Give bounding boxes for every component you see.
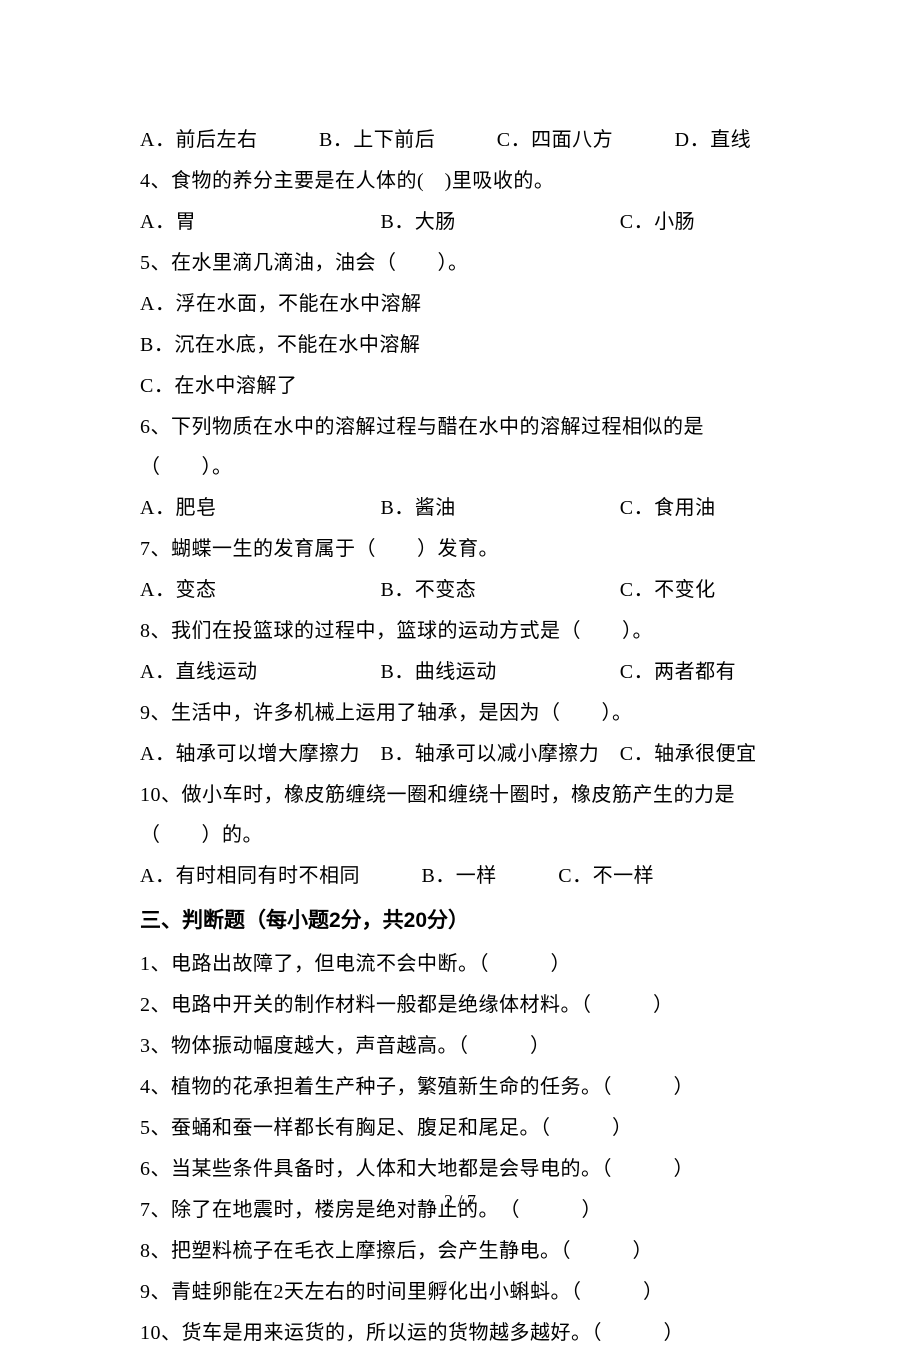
q10-text: 10、做小车时，橡皮筋缠绕一圈和缠绕十圈时，橡皮筋产生的力是（ ）的。 [140, 775, 780, 855]
q6-options: A．肥皂 B．酱油 C．食用油 [140, 488, 780, 528]
section3-header: 三、判断题（每小题2分，共20分） [140, 900, 780, 942]
q5-option-a: A．浮在水面，不能在水中溶解 [140, 284, 780, 324]
j4-text: 4、植物的花承担着生产种子，繁殖新生命的任务。（ ） [140, 1067, 780, 1107]
q7-text: 7、蝴蝶一生的发育属于（ ）发育。 [140, 529, 780, 569]
q3-options: A．前后左右 B．上下前后 C．四面八方 D．直线 [140, 120, 780, 160]
j6-text: 6、当某些条件具备时，人体和大地都是会导电的。（ ） [140, 1149, 780, 1189]
j8-text: 8、把塑料梳子在毛衣上摩擦后，会产生静电。（ ） [140, 1231, 780, 1271]
q4-text: 4、食物的养分主要是在人体的( )里吸收的。 [140, 161, 780, 201]
j1-text: 1、电路出故障了，但电流不会中断。（ ） [140, 944, 780, 984]
j5-text: 5、蚕蛹和蚕一样都长有胸足、腹足和尾足。（ ） [140, 1108, 780, 1148]
q5-option-c: C．在水中溶解了 [140, 366, 780, 406]
page-content: A．前后左右 B．上下前后 C．四面八方 D．直线 4、食物的养分主要是在人体的… [0, 0, 920, 1353]
q8-options: A．直线运动 B．曲线运动 C．两者都有 [140, 652, 780, 692]
q9-text: 9、生活中，许多机械上运用了轴承，是因为（ ）。 [140, 693, 780, 733]
j9-text: 9、青蛙卵能在2天左右的时间里孵化出小蝌蚪。（ ） [140, 1272, 780, 1312]
q5-option-b: B．沉在水底，不能在水中溶解 [140, 325, 780, 365]
q5-text: 5、在水里滴几滴油，油会（ ）。 [140, 243, 780, 283]
q7-options: A．变态 B．不变态 C．不变化 [140, 570, 780, 610]
q4-options: A．胃 B．大肠 C．小肠 [140, 202, 780, 242]
q10-options: A．有时相同有时不相同 B．一样 C．不一样 [140, 856, 780, 896]
page-number: 2 / 7 [0, 1191, 920, 1212]
q6-text: 6、下列物质在水中的溶解过程与醋在水中的溶解过程相似的是（ ）。 [140, 407, 780, 487]
q8-text: 8、我们在投篮球的过程中，篮球的运动方式是（ ）。 [140, 611, 780, 651]
j3-text: 3、物体振动幅度越大，声音越高。（ ） [140, 1026, 780, 1066]
j2-text: 2、电路中开关的制作材料一般都是绝缘体材料。（ ） [140, 985, 780, 1025]
j10-text: 10、货车是用来运货的，所以运的货物越多越好。（ ） [140, 1313, 780, 1353]
q9-options: A．轴承可以增大摩擦力 B．轴承可以减小摩擦力 C．轴承很便宜 [140, 734, 780, 774]
